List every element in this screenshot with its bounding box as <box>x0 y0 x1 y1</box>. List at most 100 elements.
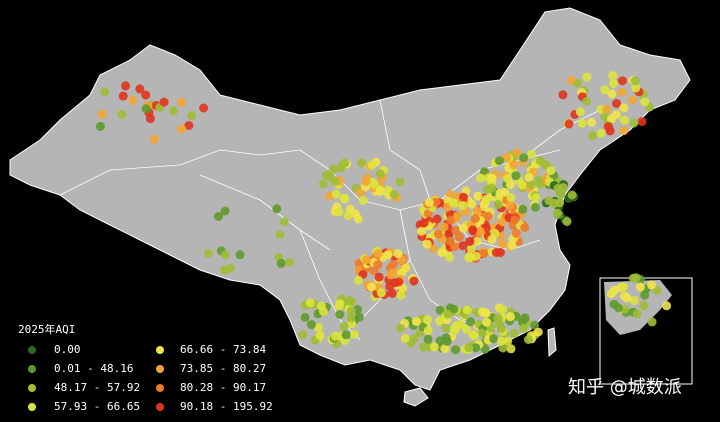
station-dot <box>588 131 597 141</box>
legend-label: 0.01 - 48.16 <box>54 362 133 375</box>
station-dot <box>432 214 442 224</box>
legend-swatch <box>28 403 36 411</box>
station-dot <box>141 104 151 114</box>
station-dot <box>491 248 501 257</box>
station-dot <box>440 344 450 354</box>
station-dots <box>96 71 672 355</box>
station-dot <box>168 106 178 116</box>
station-dot <box>328 164 338 174</box>
station-dot <box>429 342 439 352</box>
station-dot <box>533 327 543 337</box>
station-dot <box>505 312 515 322</box>
station-dot <box>375 169 385 179</box>
station-dot <box>511 171 521 181</box>
station-dot <box>467 199 476 209</box>
station-dot <box>507 240 517 250</box>
legend: 2025年AQI 0.00 0.01 - 48.16 48.17 - 57.92 57… <box>18 322 273 413</box>
station-dot <box>435 305 445 315</box>
legend-title: 2025年AQI <box>18 322 75 336</box>
station-dot <box>135 84 145 94</box>
station-dot <box>637 117 647 127</box>
legend-label: 0.00 <box>54 343 81 356</box>
station-dot <box>470 331 479 341</box>
station-dot <box>466 317 476 327</box>
station-dot <box>487 173 497 183</box>
station-dot <box>465 237 475 246</box>
station-dot <box>306 320 316 330</box>
station-dot <box>96 121 105 131</box>
station-dot <box>458 201 468 211</box>
station-dot <box>530 320 540 330</box>
station-dot <box>471 343 481 353</box>
station-dot <box>318 179 328 189</box>
station-dot <box>141 90 151 100</box>
station-dot <box>443 309 453 319</box>
legend-swatch <box>28 384 36 392</box>
station-dot <box>353 214 363 224</box>
station-dot <box>631 273 641 283</box>
station-dot <box>483 211 493 221</box>
station-dot <box>567 190 577 200</box>
border <box>519 109 601 161</box>
station-dot <box>401 263 411 273</box>
station-dot <box>506 193 516 202</box>
station-dot <box>612 110 621 119</box>
station-dot <box>361 177 371 187</box>
station-dot <box>467 244 477 254</box>
station-dot <box>470 214 480 224</box>
station-dot <box>446 215 456 225</box>
station-dot <box>587 117 597 127</box>
station-dot <box>531 193 541 202</box>
station-dot <box>459 192 468 202</box>
station-dot <box>221 250 231 260</box>
station-dot <box>612 99 622 108</box>
station-dot <box>220 206 230 216</box>
station-dot <box>518 204 528 214</box>
station-dot <box>619 103 629 113</box>
station-dot <box>635 282 645 292</box>
station-dot <box>519 323 529 333</box>
station-dot <box>464 253 474 263</box>
station-dot <box>423 326 433 335</box>
legend-swatch <box>28 365 36 373</box>
legend-swatch <box>156 384 164 392</box>
station-dot <box>468 225 478 235</box>
station-dot <box>387 289 397 298</box>
station-dot <box>523 335 533 344</box>
station-dot <box>472 206 482 216</box>
station-dot <box>506 344 516 354</box>
station-dot <box>605 126 615 136</box>
station-dot <box>487 183 497 193</box>
station-dot <box>203 248 213 258</box>
station-dot <box>396 290 406 300</box>
station-dot <box>606 289 616 299</box>
station-dot <box>534 176 544 186</box>
station-dot <box>490 228 500 238</box>
station-dot <box>346 313 356 323</box>
station-dot <box>346 297 356 307</box>
station-dot <box>617 87 627 97</box>
station-dot <box>272 204 282 214</box>
station-dot <box>330 331 340 341</box>
station-dot <box>419 218 429 228</box>
station-dot <box>496 336 506 346</box>
station-dot <box>354 312 364 322</box>
station-dot <box>473 191 483 201</box>
station-dot <box>530 202 540 212</box>
station-dot <box>477 307 487 317</box>
station-dot <box>482 194 491 204</box>
station-dot <box>393 249 403 259</box>
station-dot <box>279 217 289 227</box>
station-dot <box>429 244 438 254</box>
station-dot <box>451 345 460 355</box>
station-dot <box>441 333 451 343</box>
border <box>379 99 431 201</box>
station-dot <box>596 128 606 138</box>
station-dot <box>524 172 534 182</box>
station-dot <box>640 97 650 107</box>
station-dot <box>552 208 562 218</box>
station-dot <box>494 156 504 166</box>
station-dot <box>388 268 398 278</box>
station-dot <box>315 331 325 341</box>
